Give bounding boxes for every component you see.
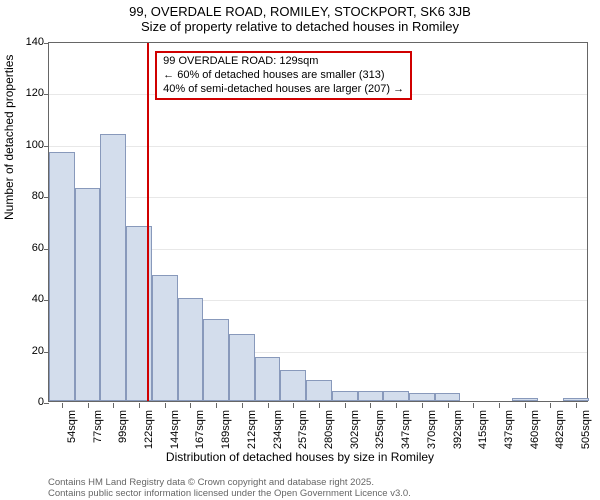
bar — [383, 391, 409, 401]
annotation-line3: 40% of semi-detached houses are larger (… — [163, 83, 404, 97]
title-address: 99, OVERDALE ROAD, ROMILEY, STOCKPORT, S… — [0, 0, 600, 19]
xtick-label: 234sqm — [272, 410, 284, 449]
bar — [563, 398, 589, 401]
bar — [255, 357, 281, 401]
bar — [100, 134, 126, 401]
xtick-mark — [525, 403, 526, 408]
xtick-mark — [473, 403, 474, 408]
xtick-mark — [345, 403, 346, 408]
reference-line — [147, 43, 149, 401]
xtick-label: 460sqm — [529, 410, 541, 449]
title-subtitle: Size of property relative to detached ho… — [0, 19, 600, 38]
xtick-mark — [62, 403, 63, 408]
gridline — [49, 197, 587, 198]
ytick-mark — [44, 146, 49, 147]
ytick-label: 20 — [14, 345, 44, 357]
plot-region: 54sqm77sqm99sqm122sqm144sqm167sqm189sqm2… — [48, 42, 588, 402]
bar — [280, 370, 306, 401]
xtick-mark — [113, 403, 114, 408]
xtick-label: 302sqm — [349, 410, 361, 449]
xtick-mark — [499, 403, 500, 408]
ytick-label: 60 — [14, 242, 44, 254]
bar — [512, 398, 538, 401]
xtick-label: 77sqm — [92, 410, 104, 443]
xtick-mark — [370, 403, 371, 408]
footer-line2: Contains public sector information licen… — [48, 489, 411, 500]
xtick-label: 347sqm — [400, 410, 412, 449]
ytick-label: 100 — [14, 139, 44, 151]
bar — [306, 380, 332, 401]
footer-attribution: Contains HM Land Registry data © Crown c… — [48, 478, 411, 500]
bar — [332, 391, 358, 401]
ytick-label: 40 — [14, 293, 44, 305]
xtick-mark — [396, 403, 397, 408]
chart-container: 99, OVERDALE ROAD, ROMILEY, STOCKPORT, S… — [0, 0, 600, 500]
xtick-mark — [216, 403, 217, 408]
xtick-mark — [576, 403, 577, 408]
bar — [409, 393, 435, 401]
xtick-label: 167sqm — [194, 410, 206, 449]
xtick-label: 505sqm — [580, 410, 592, 449]
xtick-mark — [139, 403, 140, 408]
xtick-mark — [448, 403, 449, 408]
xtick-label: 144sqm — [169, 410, 181, 449]
xtick-label: 370sqm — [426, 410, 438, 449]
xtick-mark — [268, 403, 269, 408]
xtick-mark — [550, 403, 551, 408]
xtick-label: 415sqm — [477, 410, 489, 449]
bar — [178, 298, 204, 401]
bar — [229, 334, 255, 401]
gridline — [49, 146, 587, 147]
ytick-label: 120 — [14, 87, 44, 99]
xtick-mark — [422, 403, 423, 408]
ytick-mark — [44, 43, 49, 44]
xtick-label: 437sqm — [503, 410, 515, 449]
bar — [152, 275, 178, 401]
ytick-label: 0 — [14, 396, 44, 408]
xtick-label: 99sqm — [117, 410, 129, 443]
chart-area: 54sqm77sqm99sqm122sqm144sqm167sqm189sqm2… — [48, 42, 588, 402]
xtick-label: 257sqm — [297, 410, 309, 449]
bar — [203, 319, 229, 401]
xtick-label: 482sqm — [554, 410, 566, 449]
bar — [49, 152, 75, 401]
bar — [358, 391, 384, 401]
xtick-mark — [165, 403, 166, 408]
xtick-label: 54sqm — [66, 410, 78, 443]
ytick-label: 80 — [14, 190, 44, 202]
xtick-mark — [319, 403, 320, 408]
xtick-label: 189sqm — [220, 410, 232, 449]
bar — [435, 393, 461, 401]
ytick-label: 140 — [14, 36, 44, 48]
bar — [75, 188, 101, 401]
x-axis-label: Distribution of detached houses by size … — [0, 450, 600, 464]
xtick-label: 212sqm — [246, 410, 258, 449]
xtick-label: 392sqm — [452, 410, 464, 449]
ytick-mark — [44, 94, 49, 95]
annotation-line1: 99 OVERDALE ROAD: 129sqm — [163, 55, 404, 69]
xtick-mark — [88, 403, 89, 408]
xtick-mark — [242, 403, 243, 408]
annotation-box: 99 OVERDALE ROAD: 129sqm← 60% of detache… — [155, 51, 412, 100]
xtick-label: 280sqm — [323, 410, 335, 449]
ytick-mark — [44, 403, 49, 404]
xtick-mark — [190, 403, 191, 408]
xtick-mark — [293, 403, 294, 408]
annotation-line2: ← 60% of detached houses are smaller (31… — [163, 69, 404, 83]
xtick-label: 122sqm — [143, 410, 155, 449]
xtick-label: 325sqm — [374, 410, 386, 449]
